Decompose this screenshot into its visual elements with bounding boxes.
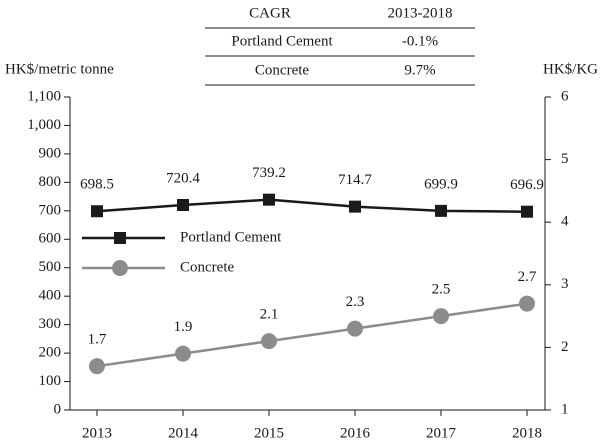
table-header: CAGR <box>249 5 291 21</box>
series-line <box>96 302 528 368</box>
legend-marker <box>114 232 126 244</box>
data-point <box>435 204 447 217</box>
x-tick-label: 2014 <box>168 425 199 441</box>
series-line <box>96 198 528 213</box>
y-tick-label: 900 <box>39 145 62 161</box>
y-tick-label: 400 <box>39 288 62 304</box>
y2-tick-label: 1 <box>561 401 569 417</box>
y-tick-label: 0 <box>54 401 62 417</box>
y-tick-label: 1,100 <box>27 88 61 104</box>
data-point <box>519 295 535 312</box>
y2-tick-label: 5 <box>561 151 569 167</box>
y-tick-label: 800 <box>39 174 62 190</box>
x-tick-label: 2016 <box>340 425 371 441</box>
data-point <box>433 308 449 325</box>
y-tick-label: 100 <box>39 373 62 389</box>
cagr-table: CAGR 2013-2018 Portland Cement -0.1% Con… <box>205 5 475 86</box>
y-tick-label: 300 <box>39 316 62 332</box>
data-point <box>261 333 277 350</box>
data-label: 1.9 <box>174 319 193 335</box>
y-axis-label: HK$/metric tonne <box>5 61 114 77</box>
legend-marker <box>112 260 128 276</box>
data-label: 739.2 <box>252 165 286 181</box>
data-label: 2.5 <box>432 282 451 298</box>
data-label: 699.9 <box>424 176 458 192</box>
x-tick-label: 2018 <box>512 425 542 441</box>
x-tick-label: 2015 <box>254 425 284 441</box>
legend-label: Portland Cement <box>180 229 282 245</box>
y-tick-label: 500 <box>39 259 62 275</box>
data-label: 2.3 <box>346 294 365 310</box>
y2-tick-label: 4 <box>561 214 569 230</box>
x-tick-label: 2013 <box>82 425 112 441</box>
data-point <box>263 193 275 206</box>
x-tick-label: 2017 <box>426 425 457 441</box>
data-point <box>347 320 363 337</box>
y2-tick-label: 3 <box>561 276 569 292</box>
table-cell: 9.7% <box>404 62 435 78</box>
data-point <box>89 358 105 375</box>
table-cell: Portland Cement <box>231 33 333 49</box>
data-label: 698.5 <box>80 177 114 193</box>
legend-label: Concrete <box>180 259 234 275</box>
data-label: 696.9 <box>510 177 544 193</box>
data-label: 1.7 <box>88 332 107 348</box>
data-point <box>175 345 191 362</box>
data-point <box>177 199 189 212</box>
y-tick-label: 600 <box>39 231 62 247</box>
data-label: 720.4 <box>166 170 200 186</box>
table-header: 2013-2018 <box>388 5 453 21</box>
y-tick-label: 700 <box>39 202 62 218</box>
table-cell: -0.1% <box>402 33 438 49</box>
y2-tick-label: 2 <box>561 339 569 355</box>
y2-tick-label: 6 <box>561 88 569 104</box>
data-point <box>349 200 361 213</box>
y-tick-label: 200 <box>39 345 62 361</box>
y2-axis-label: HK$/KG <box>543 61 598 77</box>
data-label: 2.1 <box>260 307 279 323</box>
data-label: 2.7 <box>518 269 537 285</box>
y-tick-label: 1,000 <box>27 117 61 133</box>
data-point <box>91 205 103 218</box>
data-point <box>521 205 533 218</box>
data-label: 714.7 <box>338 172 372 188</box>
table-cell: Concrete <box>255 62 309 78</box>
